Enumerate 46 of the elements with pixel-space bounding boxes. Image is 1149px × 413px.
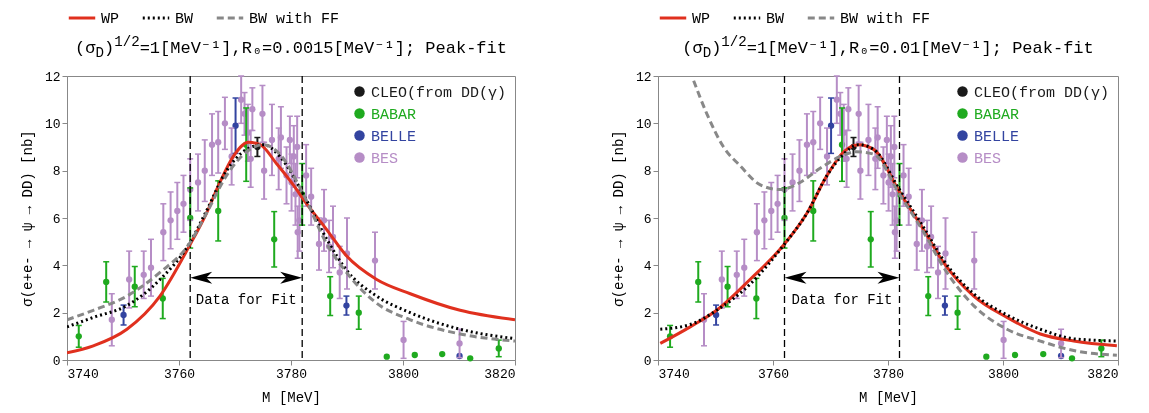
x-axis-title: M [MeV] [859,389,918,406]
chart-title: (σ$_{D}$)$^{1/2}$=1[MeV⁻¹],R₀=0.0015[MeV⁻¹]; Peak-fit [75,34,507,62]
y-tick-label: 10 [635,116,652,132]
y-axis-title: σ(e+e- → ψ → DD) [nb] [19,130,36,307]
legend-label: CLEO(from DD(γ) [371,84,507,102]
y-tick-label: 4 [52,258,61,274]
x-tick-label: 3780 [872,366,905,382]
legend-label: BES [974,150,1002,168]
y-tick-label: 12 [635,69,652,85]
x-tick-label: 3800 [987,366,1020,382]
y-tick-label: 0 [52,353,61,369]
x-tick-label: 3740 [658,366,690,382]
legend-label: CLEO(from DD(γ) [974,84,1110,102]
legend-label: BES [371,150,399,168]
x-axis-title: M [MeV] [262,389,321,406]
legend-label: WP [101,11,120,28]
legend-label: BABAR [371,106,417,124]
y-axis-title: σ(e+e- → ψ → DD) [nb] [610,130,627,307]
y-tick-label: 8 [643,164,652,180]
legend-label: BELLE [974,128,1020,146]
legend-label: BW [766,11,785,28]
y-tick-label: 12 [44,69,61,85]
legend-label: BELLE [371,128,417,146]
x-tick-label: 3820 [484,366,516,382]
x-tick-label: 3760 [757,366,790,382]
y-tick-label: 2 [52,306,61,322]
x-tick-label: 3820 [1087,366,1119,382]
legend-label: BW with FF [249,11,340,28]
annotation: Data for Fit [791,291,893,308]
x-tick-label: 3760 [163,366,196,382]
y-tick-label: 2 [643,306,652,322]
legend-label: BW [175,11,194,28]
chart-title: (σ$_{D}$)$^{1/2}$=1[MeV⁻¹],R₀=0.01[MeV⁻¹]; Peak-fit [682,34,1094,62]
legend-label: WP [692,11,711,28]
legend-label: BABAR [974,106,1020,124]
y-tick-label: 8 [52,164,61,180]
x-tick-label: 3780 [275,366,308,382]
x-tick-label: 3740 [67,366,99,382]
y-tick-label: 0 [643,353,652,369]
y-tick-label: 6 [643,211,652,227]
y-tick-label: 10 [44,116,61,132]
annotation: Data for Fit [195,291,297,308]
legend-label: BW with FF [840,11,931,28]
y-tick-label: 4 [643,258,652,274]
x-tick-label: 3800 [387,366,420,382]
y-tick-label: 6 [52,211,61,227]
